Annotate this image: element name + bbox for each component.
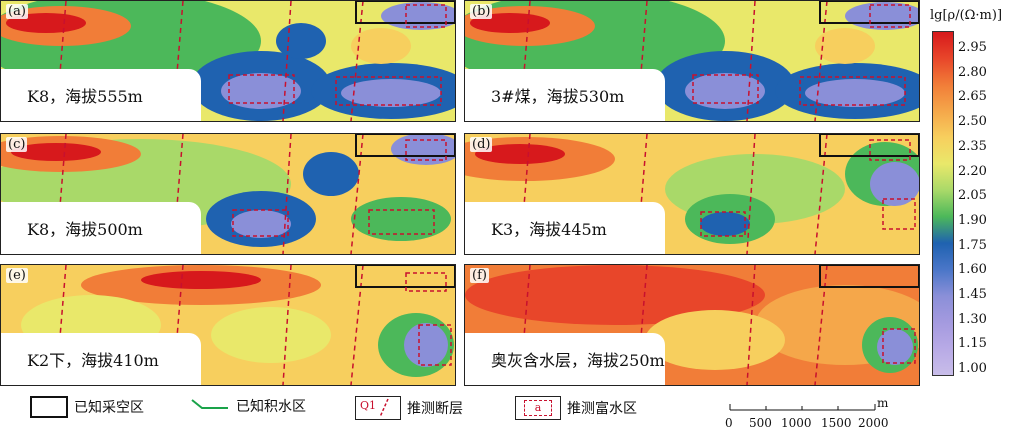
colorbar-tick: 2.35 — [958, 138, 987, 154]
colorbar-tick: 1.60 — [958, 262, 987, 278]
water-area-symbol — [191, 399, 228, 409]
scale-label: 500 — [749, 416, 772, 430]
panel-label: (c) — [6, 137, 28, 152]
panel-caption: K8，海拔555m — [1, 69, 201, 121]
panel-d: (d) K3，海拔445m — [464, 133, 920, 255]
panel-label: (b) — [470, 4, 493, 19]
legend-rich-label: 推测富水区 — [567, 401, 637, 417]
panel-caption: K8，海拔500m — [1, 202, 201, 254]
colorbar-tick: 1.90 — [958, 212, 987, 228]
legend-mined-label: 已知采空区 — [74, 400, 144, 416]
colorbar-tick: 2.50 — [958, 114, 987, 130]
colorbar-tick: 2.95 — [958, 40, 987, 55]
scale-label: 2000 — [858, 416, 889, 430]
rich-zone-symbol-label: a — [524, 400, 552, 416]
panel-a: (a) K8，海拔555m — [0, 0, 456, 122]
colorbar-tick: 1.45 — [958, 287, 987, 302]
legend-fault-label: 推测断层 — [407, 401, 463, 417]
panel-label: (e) — [6, 268, 28, 283]
colorbar-tick: 1.00 — [958, 361, 987, 377]
colorbar-tick: 2.65 — [958, 89, 987, 105]
scale-unit: m — [877, 396, 889, 410]
colorbar-title: lg[ρ/(Ω·m)] — [930, 8, 1003, 23]
colorbar — [932, 31, 954, 376]
panel-caption: K2下，海拔410m — [1, 333, 201, 385]
panel-c: (c) K8，海拔500m — [0, 133, 456, 255]
legend-water-label: 已知积水区 — [236, 399, 306, 415]
rich-zone-symbol: a — [515, 396, 561, 420]
panel-label: (d) — [470, 137, 493, 152]
panel-e: (e) K2下，海拔410m — [0, 264, 456, 386]
colorbar-tick: 2.20 — [958, 163, 987, 179]
scale-bar: m 0 500 1000 1500 2000 — [725, 396, 925, 430]
panel-caption: K3，海拔445m — [465, 202, 665, 254]
legend-rich: a 推测富水区 — [515, 396, 637, 420]
panel-caption: 3#煤，海拔530m — [465, 69, 665, 121]
legend-water: 已知积水区 — [190, 396, 306, 416]
resistivity-map-e — [1, 265, 455, 385]
scale-label: 1000 — [781, 416, 812, 430]
colorbar-tick: 2.80 — [958, 64, 987, 80]
scale-label: 1500 — [821, 416, 852, 430]
panel-label: (f) — [470, 268, 489, 283]
legend-mined: 已知采空区 — [30, 396, 144, 418]
panel-b: (b) 3#煤，海拔530m — [464, 0, 920, 122]
resistivity-map-a — [1, 1, 455, 121]
colorbar-tick: 1.75 — [958, 237, 987, 253]
panel-label: (a) — [6, 4, 28, 19]
colorbar-tick: 1.15 — [958, 336, 987, 352]
panel-f: (f) 奥灰含水层，海拔250m — [464, 264, 920, 386]
fault-symbol: Q1 — [355, 396, 401, 420]
colorbar-tick: 2.05 — [958, 188, 987, 204]
colorbar-tick: 1.30 — [958, 311, 987, 327]
panel-caption: 奥灰含水层，海拔250m — [465, 333, 665, 385]
legend-fault: Q1 推测断层 — [355, 396, 463, 420]
fault-symbol-label: Q1 — [360, 399, 377, 412]
scale-label: 0 — [725, 416, 733, 430]
mined-area-symbol — [30, 396, 68, 418]
